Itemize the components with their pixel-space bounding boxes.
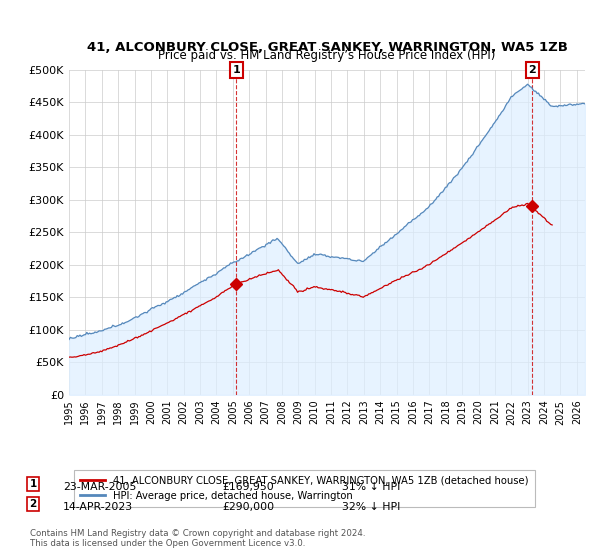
Text: 1: 1 bbox=[233, 65, 240, 75]
Text: £169,950: £169,950 bbox=[222, 482, 274, 492]
Text: 32% ↓ HPI: 32% ↓ HPI bbox=[342, 502, 400, 512]
Text: 2: 2 bbox=[529, 65, 536, 75]
Text: £290,000: £290,000 bbox=[222, 502, 274, 512]
Text: Price paid vs. HM Land Registry’s House Price Index (HPI): Price paid vs. HM Land Registry’s House … bbox=[158, 49, 496, 62]
Text: This data is licensed under the Open Government Licence v3.0.: This data is licensed under the Open Gov… bbox=[30, 539, 305, 548]
Title: 41, ALCONBURY CLOSE, GREAT SANKEY, WARRINGTON, WA5 1ZB: 41, ALCONBURY CLOSE, GREAT SANKEY, WARRI… bbox=[86, 40, 568, 54]
Text: 2: 2 bbox=[29, 499, 37, 509]
Text: 23-MAR-2005: 23-MAR-2005 bbox=[63, 482, 136, 492]
Text: 1: 1 bbox=[29, 479, 37, 489]
Text: 31% ↓ HPI: 31% ↓ HPI bbox=[342, 482, 400, 492]
Legend: 41, ALCONBURY CLOSE, GREAT SANKEY, WARRINGTON, WA5 1ZB (detached house), HPI: Av: 41, ALCONBURY CLOSE, GREAT SANKEY, WARRI… bbox=[74, 470, 535, 507]
Text: Contains HM Land Registry data © Crown copyright and database right 2024.: Contains HM Land Registry data © Crown c… bbox=[30, 530, 365, 539]
Text: 14-APR-2023: 14-APR-2023 bbox=[63, 502, 133, 512]
